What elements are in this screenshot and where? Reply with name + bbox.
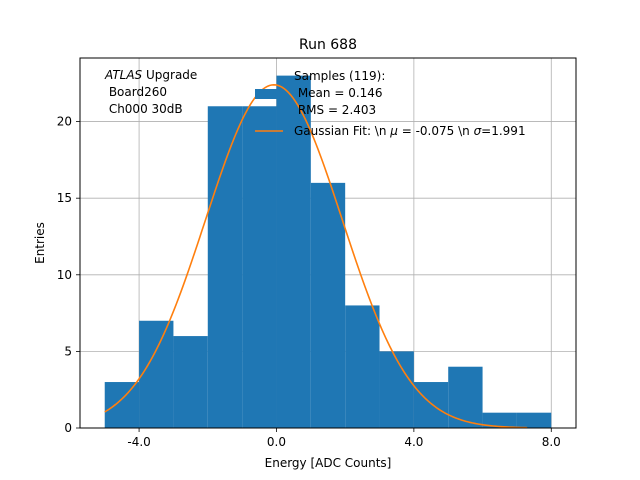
histogram-bar-8	[379, 351, 414, 428]
legend-fit-mu-value: = -0.075 \n	[398, 124, 474, 138]
histogram-bar-0	[104, 382, 140, 428]
legend-fit-sigma-symbol: σ	[474, 124, 482, 138]
x-tick-label-1: 0.0	[267, 435, 286, 449]
histogram-bar-2	[173, 336, 208, 428]
histogram-bar-6	[310, 182, 346, 428]
histogram-bar-4	[242, 106, 277, 429]
y-axis-ticks: 0 5 10 15 20	[57, 115, 80, 435]
legend-fit-prefix: Gaussian Fit: \n	[294, 124, 390, 138]
y-axis-label: Entries	[33, 222, 47, 264]
y-tick-label-3: 15	[57, 191, 72, 205]
histogram-bar-9	[413, 382, 449, 428]
histogram-bar-5	[276, 75, 311, 428]
atlas-label: ATLAS	[104, 68, 143, 82]
x-axis-ticks: -4.0 0.0 4.0 8.0	[127, 428, 561, 449]
legend: Samples (119): Mean = 0.146 RMS = 2.403 …	[255, 69, 526, 138]
legend-rms-label: RMS = 2.403	[294, 103, 376, 117]
histogram-bar-10	[448, 366, 483, 428]
histogram-bar-1	[139, 320, 174, 428]
legend-fit-sigma-value: =1.991	[481, 124, 525, 138]
histogram-bars	[104, 75, 552, 429]
y-tick-label-0: 0	[64, 421, 72, 435]
histogram-bar-11	[482, 412, 517, 428]
legend-samples-label: Samples (119):	[294, 69, 385, 83]
gaussian-fit-curve	[104, 84, 528, 429]
legend-mean-label: Mean = 0.146	[294, 86, 383, 100]
y-tick-label-2: 10	[57, 268, 72, 282]
channel-label: Ch000 30dB	[105, 102, 183, 116]
upgrade-label: Upgrade	[142, 68, 197, 82]
histogram-bar-3	[207, 106, 243, 429]
legend-fit-mu-symbol: μ	[389, 124, 398, 138]
plot-frame	[79, 57, 577, 429]
histogram-bar-7	[345, 305, 380, 428]
atlas-annotation: ATLAS Upgrade Board260 Ch000 30dB	[104, 68, 197, 116]
svg-text:ATLAS Upgrade: ATLAS Upgrade	[104, 68, 197, 82]
x-tick-label-0: -4.0	[127, 435, 150, 449]
legend-histogram-swatch	[255, 89, 283, 99]
x-tick-label-3: 8.0	[542, 435, 561, 449]
y-tick-label-4: 20	[57, 115, 72, 129]
y-tick-label-1: 5	[64, 344, 72, 358]
x-tick-label-2: 4.0	[404, 435, 423, 449]
x-axis-label: Energy [ADC Counts]	[265, 456, 392, 470]
histogram-bar-12	[516, 412, 552, 428]
chart-title: Run 688	[299, 37, 357, 53]
svg-text:Gaussian Fit: \n μ = -0.075 \n: Gaussian Fit: \n μ = -0.075 \n σ=1.991	[294, 124, 526, 138]
board-label: Board260	[105, 85, 167, 99]
